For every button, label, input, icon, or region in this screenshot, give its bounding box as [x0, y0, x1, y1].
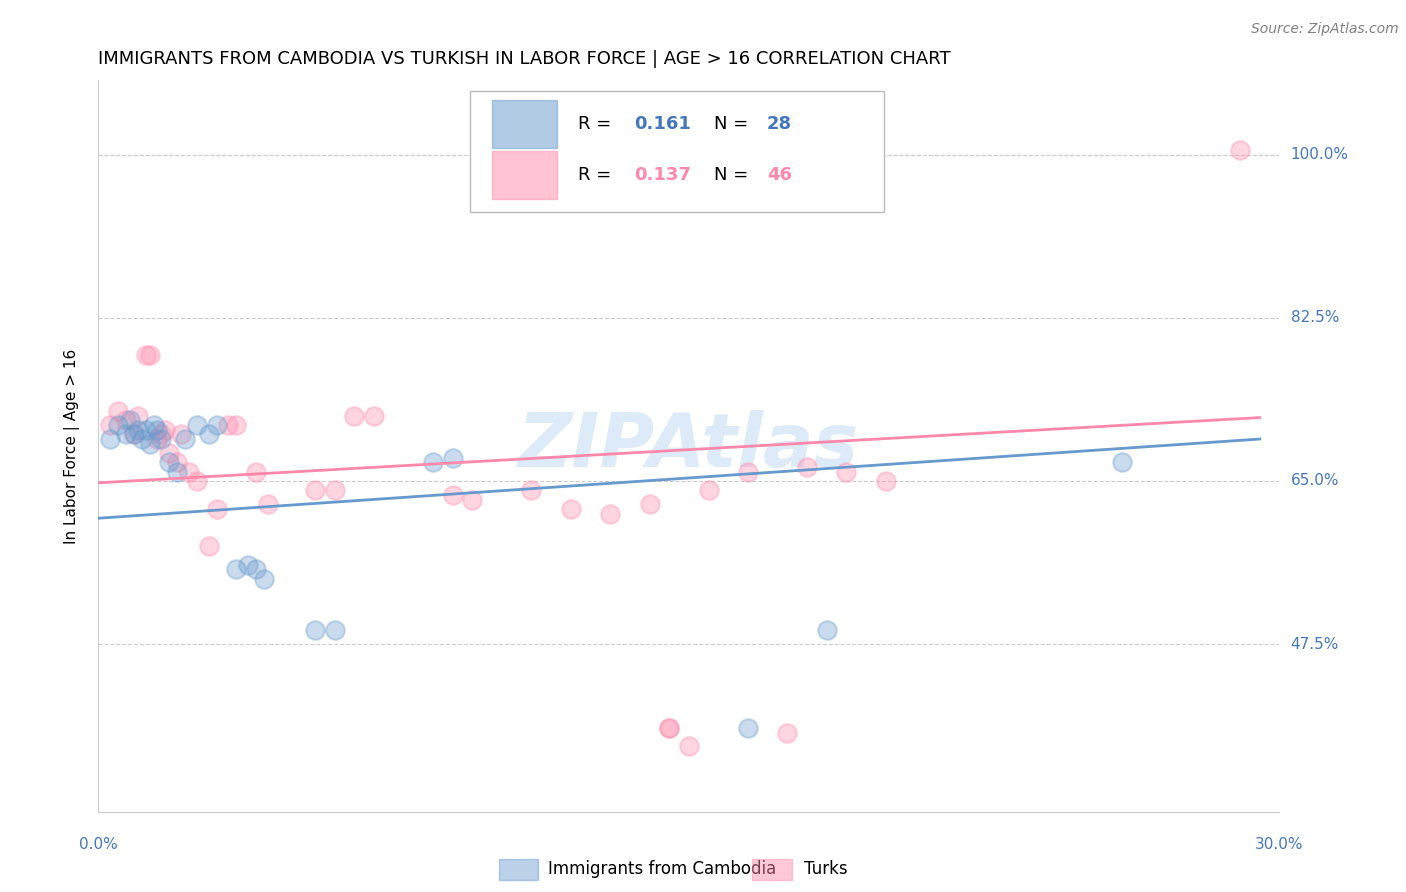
Point	[520, 483, 543, 498]
Point	[197, 539, 219, 553]
Point	[245, 465, 267, 479]
Point	[245, 562, 267, 576]
FancyBboxPatch shape	[492, 100, 557, 147]
Text: R =: R =	[578, 115, 617, 133]
Text: Immigrants from Cambodia: Immigrants from Cambodia	[548, 860, 776, 878]
Point	[304, 623, 326, 637]
Text: Turks: Turks	[804, 860, 848, 878]
Point	[122, 427, 145, 442]
Point	[157, 455, 180, 469]
Point	[98, 432, 121, 446]
Point	[115, 413, 138, 427]
Text: N =: N =	[714, 115, 754, 133]
Point	[170, 427, 193, 442]
Text: 30.0%: 30.0%	[1256, 837, 1303, 852]
Point	[138, 436, 160, 450]
Point	[323, 483, 346, 498]
Point	[150, 432, 173, 446]
Y-axis label: In Labor Force | Age > 16: In Labor Force | Age > 16	[63, 349, 80, 543]
Point	[697, 483, 720, 498]
Text: 65.0%: 65.0%	[1291, 474, 1339, 489]
Text: 100.0%: 100.0%	[1291, 147, 1348, 162]
Point	[107, 417, 129, 432]
FancyBboxPatch shape	[492, 152, 557, 199]
Point	[658, 721, 681, 735]
Point	[835, 465, 858, 479]
Point	[323, 623, 346, 637]
Point	[98, 417, 121, 432]
Point	[1111, 455, 1133, 469]
Text: 0.161: 0.161	[634, 115, 692, 133]
Point	[205, 417, 228, 432]
Point	[737, 721, 759, 735]
Point	[118, 413, 141, 427]
Point	[236, 558, 259, 572]
Point	[638, 497, 661, 511]
Point	[678, 739, 700, 754]
Text: ZIPAtlas: ZIPAtlas	[519, 409, 859, 483]
Point	[127, 409, 149, 423]
Point	[174, 432, 197, 446]
Point	[107, 404, 129, 418]
Point	[146, 423, 169, 437]
Text: 82.5%: 82.5%	[1291, 310, 1339, 326]
Point	[256, 497, 278, 511]
Point	[115, 427, 138, 442]
Point	[138, 348, 160, 362]
Point	[150, 427, 173, 442]
Point	[343, 409, 366, 423]
Point	[796, 460, 818, 475]
Text: N =: N =	[714, 167, 754, 185]
Point	[155, 423, 177, 437]
Point	[422, 455, 444, 469]
Text: 28: 28	[766, 115, 792, 133]
Point	[875, 474, 897, 488]
Point	[186, 417, 208, 432]
Point	[560, 502, 582, 516]
Point	[146, 432, 169, 446]
Point	[197, 427, 219, 442]
Point	[186, 474, 208, 488]
Point	[157, 446, 180, 460]
Point	[815, 623, 838, 637]
Point	[122, 427, 145, 442]
Text: 0.0%: 0.0%	[79, 837, 118, 852]
Point	[304, 483, 326, 498]
Point	[599, 507, 621, 521]
Point	[461, 492, 484, 507]
Point	[205, 502, 228, 516]
Point	[217, 417, 239, 432]
Point	[776, 725, 799, 739]
Point	[225, 562, 247, 576]
FancyBboxPatch shape	[471, 91, 884, 212]
Point	[166, 455, 188, 469]
Point	[737, 465, 759, 479]
Point	[142, 417, 165, 432]
Text: 0.137: 0.137	[634, 167, 692, 185]
Point	[441, 450, 464, 465]
Point	[131, 432, 153, 446]
Text: Source: ZipAtlas.com: Source: ZipAtlas.com	[1251, 22, 1399, 37]
Point	[127, 423, 149, 437]
Point	[225, 417, 247, 432]
Point	[363, 409, 385, 423]
Point	[166, 465, 188, 479]
Point	[177, 465, 200, 479]
Text: 46: 46	[766, 167, 792, 185]
Text: 47.5%: 47.5%	[1291, 637, 1339, 651]
Point	[658, 721, 681, 735]
Point	[253, 572, 276, 586]
Point	[135, 348, 157, 362]
Text: IMMIGRANTS FROM CAMBODIA VS TURKISH IN LABOR FORCE | AGE > 16 CORRELATION CHART: IMMIGRANTS FROM CAMBODIA VS TURKISH IN L…	[98, 50, 950, 68]
Point	[135, 423, 157, 437]
Point	[441, 488, 464, 502]
Point	[1229, 143, 1251, 157]
Text: R =: R =	[578, 167, 617, 185]
